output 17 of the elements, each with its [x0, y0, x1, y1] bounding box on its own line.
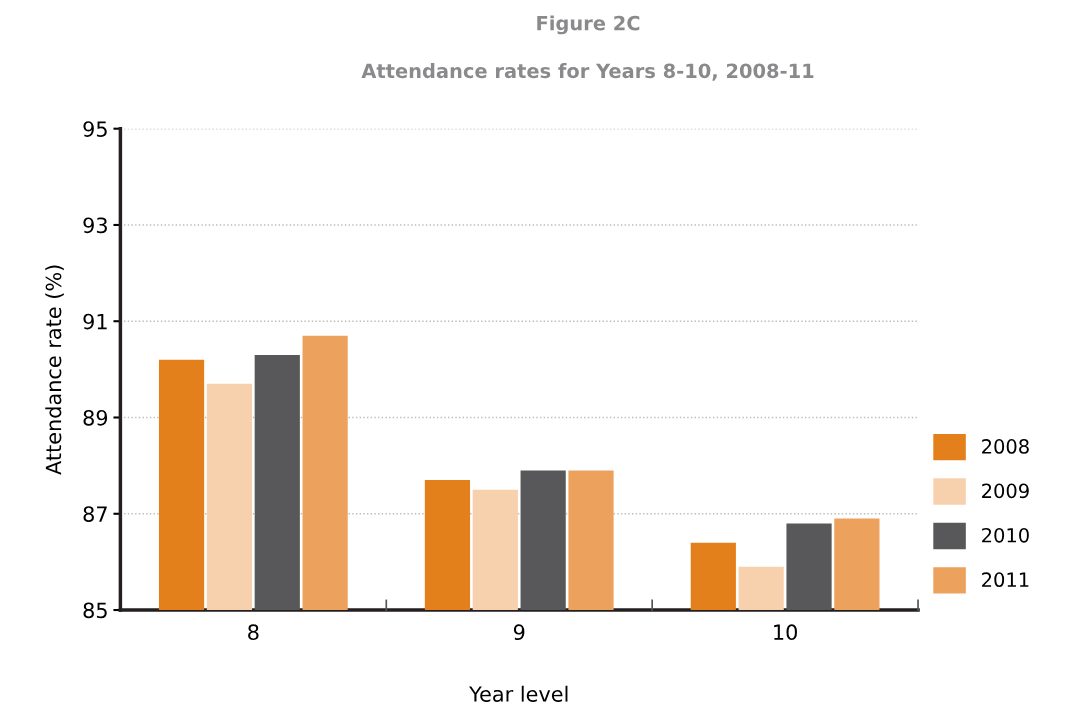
- x-tick-label: 10: [774, 624, 797, 641]
- y-tick-label: 87: [83, 506, 107, 522]
- x-tick-label: 9: [513, 624, 525, 641]
- legend-label: 2011: [982, 572, 1029, 588]
- y-tick-label: 93: [83, 217, 107, 234]
- y-tick-label: 95: [83, 121, 107, 137]
- y-axis-title: Attendance rate (%): [45, 265, 64, 475]
- x-axis-title: Year level: [469, 685, 568, 702]
- legend-label: 2009: [982, 483, 1029, 499]
- y-tick-label: 85: [83, 602, 107, 619]
- x-tick-label: 8: [248, 624, 259, 641]
- legend-label: 2008: [982, 439, 1029, 454]
- chart-subtitle: Attendance rates for Years 8-10, 2008-11: [361, 63, 814, 81]
- legend-label: 2010: [982, 527, 1029, 543]
- y-tick-label: 89: [83, 409, 108, 426]
- chart-title: Figure 2C: [537, 15, 640, 35]
- y-tick-label: 91: [83, 313, 107, 330]
